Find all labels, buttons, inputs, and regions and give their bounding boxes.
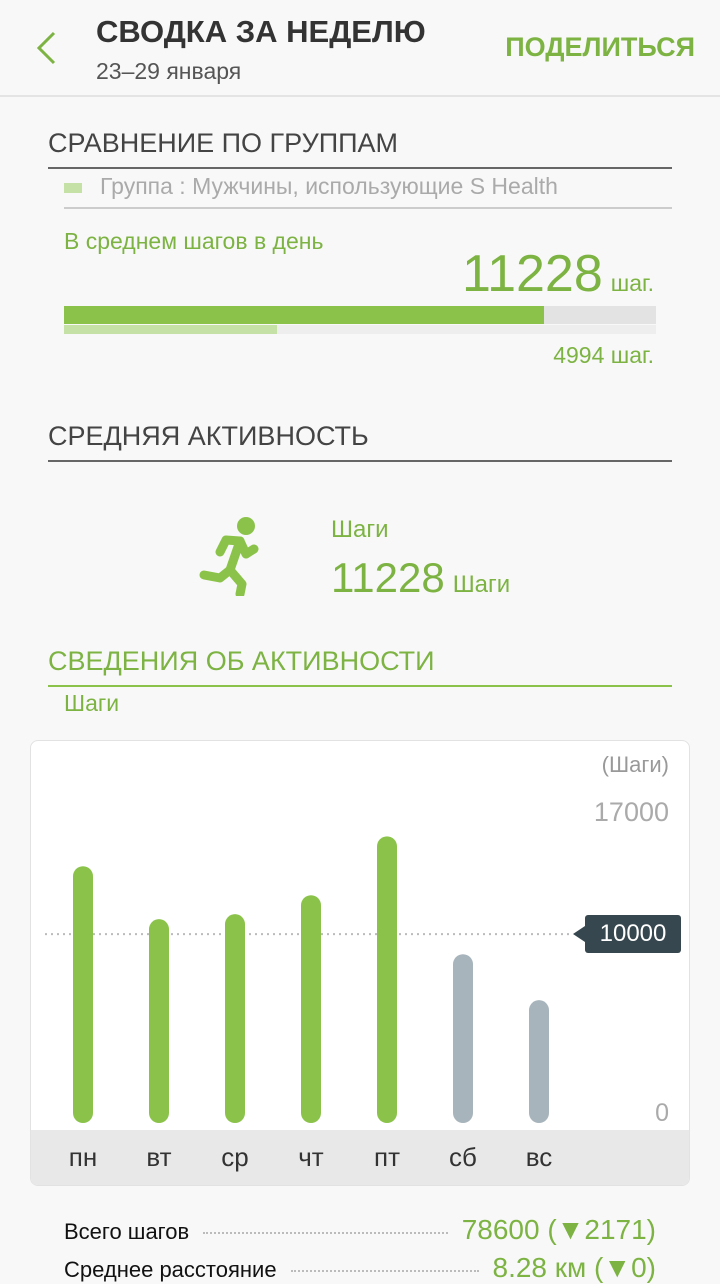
y-tick-max: 17000: [593, 797, 669, 827]
steps-chart: (Шаги) 17000 0 10000 пн вт ср чт пт сб вс: [30, 740, 690, 1186]
group-legend: Группа : Мужчины, использующие S Health: [64, 173, 672, 209]
day-label: ср: [221, 1142, 249, 1172]
date-range: 23–29 января: [96, 58, 242, 84]
dotted-leader: [203, 1232, 448, 1234]
bar-пт[interactable]: [377, 836, 397, 1123]
day-label: вс: [525, 1142, 553, 1172]
day-label: пт: [374, 1142, 400, 1172]
summary-row-total-steps: Всего шагов 78600 (▼2171): [64, 1214, 656, 1246]
user-progress-bar: [64, 306, 656, 324]
summary-label: Среднее расстояние: [64, 1257, 277, 1282]
user-steps: 11228 шаг.: [462, 244, 654, 304]
group-progress-fill: [64, 325, 278, 334]
details-section-title: СВЕДЕНИЯ ОБ АКТИВНОСТИ: [48, 646, 672, 687]
average-value: 11228 Шаги: [331, 554, 510, 602]
average-section-title: СРЕДНЯЯ АКТИВНОСТЬ: [48, 421, 672, 462]
bar-сб[interactable]: [453, 954, 473, 1123]
y-tick-zero: 0: [655, 1099, 669, 1127]
chevron-left-icon[interactable]: [34, 30, 58, 66]
chart-plot: [45, 836, 571, 1123]
user-progress-fill: [64, 306, 544, 324]
chart-unit-label: (Шаги): [601, 752, 669, 777]
target-label: 10000: [585, 915, 681, 953]
day-label: вт: [146, 1142, 172, 1172]
day-axis: пн вт ср чт пт сб вс: [31, 1130, 689, 1185]
summary-row-avg-distance: Среднее расстояние 8.28 км (▼0): [64, 1252, 656, 1284]
metric-label: В среднем шагов в день: [64, 228, 324, 254]
bar-вт[interactable]: [149, 919, 169, 1123]
details-subtitle: Шаги: [64, 690, 120, 716]
average-label: Шаги: [331, 516, 389, 543]
average-steps-value: 11228: [331, 554, 445, 601]
group-legend-label: Группа : Мужчины, использующие S Health: [100, 173, 558, 199]
dotted-leader: [290, 1270, 479, 1272]
running-person-icon: [199, 517, 259, 596]
average-steps-unit: Шаги: [452, 571, 511, 598]
summary-label: Всего шагов: [64, 1219, 190, 1244]
bar-вс[interactable]: [529, 1000, 549, 1123]
day-label: чт: [298, 1142, 324, 1172]
group-legend-swatch: [64, 182, 82, 193]
bar-ср[interactable]: [225, 914, 245, 1123]
group-steps: 4994 шаг.: [553, 342, 654, 368]
comparison-section-title: СРАВНЕНИЕ ПО ГРУППАМ: [48, 128, 672, 169]
day-label: пн: [68, 1142, 98, 1172]
target-pointer: [573, 926, 585, 942]
user-steps-value: 11228: [462, 245, 603, 303]
group-progress-bar: [64, 325, 656, 334]
day-label: сб: [449, 1142, 477, 1172]
user-steps-unit: шаг.: [610, 270, 654, 296]
summary-value: 78600 (▼2171): [461, 1214, 656, 1245]
bar-чт[interactable]: [301, 895, 321, 1123]
bar-пн[interactable]: [73, 866, 93, 1123]
summary-value: 8.28 км (▼0): [492, 1252, 657, 1283]
app-header: СВОДКА ЗА НЕДЕЛЮ 23–29 января ПОДЕЛИТЬСЯ: [0, 0, 720, 97]
page-title: СВОДКА ЗА НЕДЕЛЮ: [96, 14, 426, 49]
share-button[interactable]: ПОДЕЛИТЬСЯ: [505, 32, 695, 62]
